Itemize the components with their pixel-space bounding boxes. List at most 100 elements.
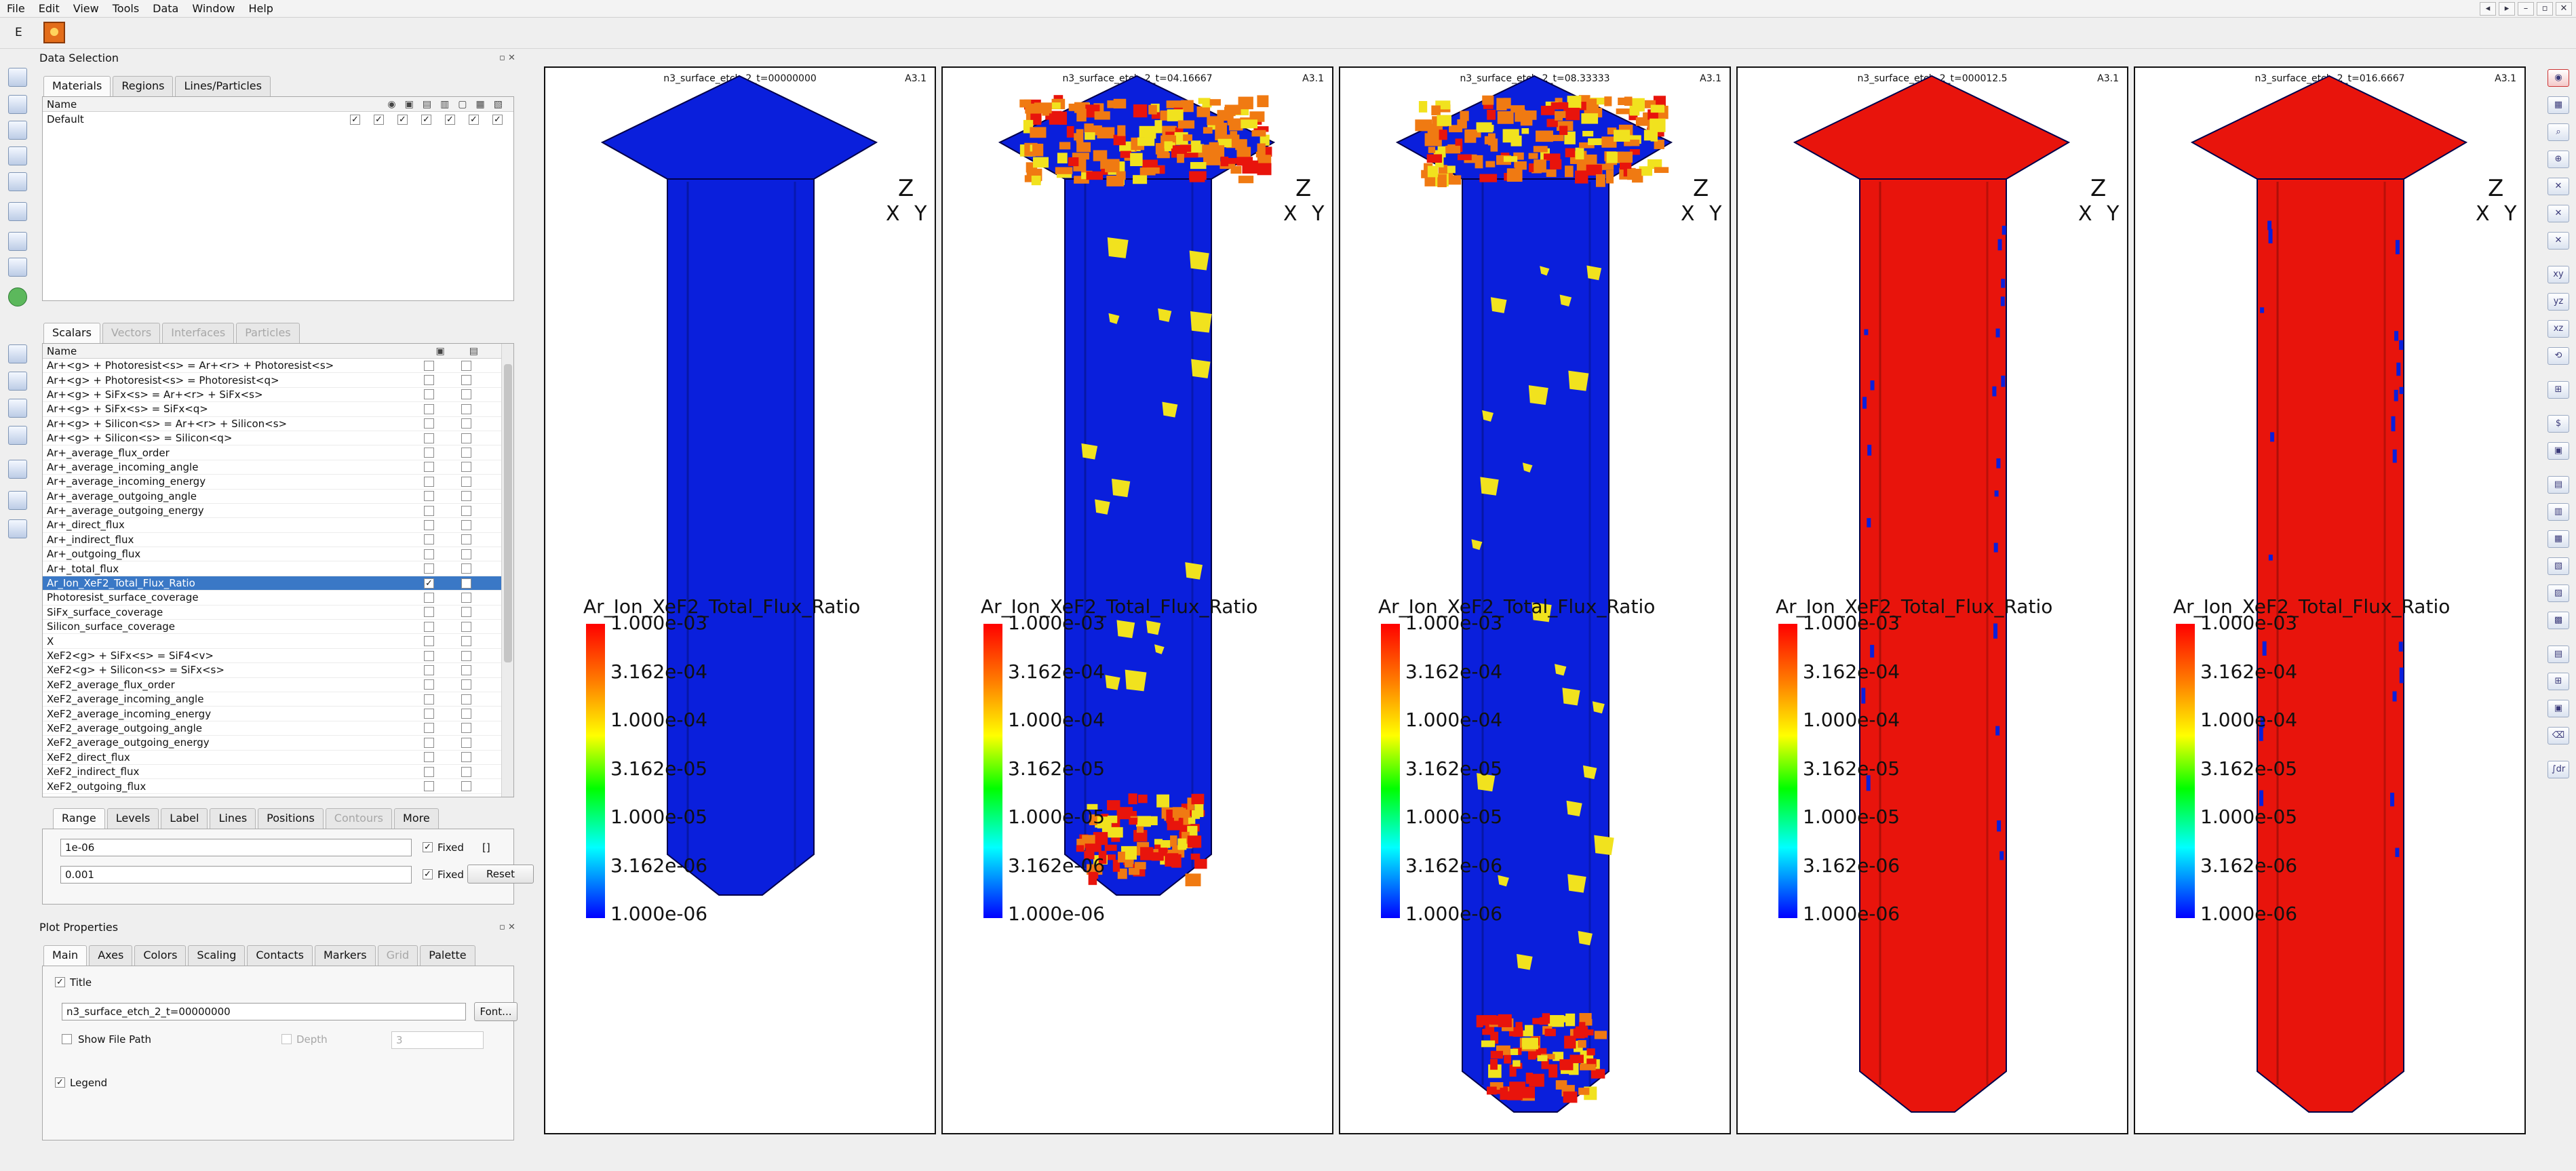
filter-icon[interactable]: ▥ [440,98,450,110]
scalar-mesh-checkbox[interactable] [461,578,471,589]
tab-more[interactable]: More [394,808,439,829]
tab-contours[interactable]: Contours [325,808,393,829]
box-icon[interactable]: ▢ [458,98,467,110]
scalar-row[interactable]: SiFx_surface_coverage [43,606,501,620]
window-button-3[interactable]: ▫ [2537,2,2553,16]
scalar-row[interactable]: XeF2_average_flux_order [43,678,501,692]
mesh-icon[interactable]: ▤ [469,345,478,357]
scalar-show-checkbox[interactable] [424,752,434,763]
tab-positions[interactable]: Positions [258,808,324,829]
scalar-show-checkbox[interactable] [424,360,434,371]
max-fixed-checkbox[interactable]: ✓ [423,869,433,879]
window-button-2[interactable]: – [2518,2,2534,16]
scalar-show-checkbox[interactable] [424,418,434,429]
plot-viewport[interactable]: n3_surface_etch_2_t=00000000A3.1ZX YAr_I… [544,66,936,1134]
scalar-show-checkbox[interactable] [424,709,434,719]
tab-grid[interactable]: Grid [377,945,418,966]
undo-icon[interactable] [8,287,27,306]
scalar-row[interactable]: Ar_Ion_XeF2_Total_Flux_Ratio ✓ [43,576,501,591]
scalar-row[interactable]: Ar+<g> + SiFx<s> = Ar+<r> + SiFx<s> [43,388,501,403]
scalar-row[interactable]: Ar+<g> + Photoresist<s> = Ar+<r> + Photo… [43,359,501,374]
range-max-input[interactable]: 0.001 [60,866,412,884]
min-fixed-checkbox[interactable]: ✓ [423,842,433,852]
scalar-mesh-checkbox[interactable] [461,476,471,487]
plot-viewport[interactable]: n3_surface_etch_2_t=08.33333A3.1ZX YAr_I… [1339,66,1731,1134]
padlock-icon[interactable]: ▧ [493,98,503,110]
scalar-mesh-checkbox[interactable] [461,563,471,574]
scalar-show-checkbox[interactable] [424,607,434,618]
plot-viewport[interactable]: n3_surface_etch_2_t=016.6667A3.1ZX YAr_I… [2134,66,2526,1134]
view-tool-icon[interactable]: $ [2548,415,2569,433]
scalar-show-checkbox[interactable] [424,679,434,690]
view-tool-icon[interactable]: ✕ [2548,205,2569,222]
view-tool-icon[interactable]: ◉ [2548,69,2569,87]
menu-view[interactable]: View [73,1,99,15]
scalar-mesh-checkbox[interactable] [461,592,471,603]
view-tool-icon[interactable]: ✕ [2548,232,2569,250]
scalar-row[interactable]: Ar+<g> + Silicon<s> = Silicon<q> [43,431,501,446]
material-visibility-checkbox[interactable]: ✓ [421,114,431,125]
scalar-row[interactable]: XeF2_average_outgoing_angle [43,721,501,736]
scalar-row[interactable]: XeF2_average_outgoing_energy [43,736,501,751]
data-icon[interactable] [8,399,27,418]
scalar-mesh-checkbox[interactable] [461,709,471,719]
scalar-show-checkbox[interactable] [424,476,434,487]
scalar-mesh-checkbox[interactable] [461,462,471,473]
scalar-row[interactable]: XeF2<g> + SiFx<s> = SiF4<v> [43,649,501,664]
scalar-row[interactable]: X [43,634,501,649]
material-visibility-checkbox[interactable]: ✓ [492,114,503,125]
view-tool-icon[interactable]: ▥ [2548,503,2569,521]
scalar-mesh-checkbox[interactable] [461,766,471,777]
view-tool-icon[interactable]: ▦ [2548,530,2569,548]
tab-axes[interactable]: Axes [89,945,133,966]
film-strip-icon[interactable] [8,519,27,538]
scalar-mesh-checkbox[interactable] [461,534,471,545]
menu-data[interactable]: Data [153,1,179,15]
data-selection-float-buttons[interactable]: ▫ ✕ [499,53,515,63]
scalar-show-checkbox[interactable] [424,491,434,502]
scalar-mesh-checkbox[interactable] [461,737,471,748]
material-visibility-checkbox[interactable]: ✓ [350,114,360,125]
menu-window[interactable]: Window [192,1,235,15]
scalar-show-checkbox[interactable] [424,766,434,777]
menu-edit[interactable]: Edit [38,1,60,15]
scalar-mesh-checkbox[interactable] [461,723,471,734]
scalar-mesh-checkbox[interactable] [461,752,471,763]
font-button[interactable]: Font... [474,1002,518,1021]
scalar-show-checkbox[interactable] [424,534,434,545]
scalar-show-checkbox[interactable] [424,650,434,661]
scalar-show-checkbox[interactable] [424,694,434,704]
color-icon[interactable]: ▦ [475,98,485,110]
app-logo-icon[interactable] [43,22,65,43]
view-tool-icon[interactable]: xz [2548,320,2569,338]
plot-properties-float-buttons[interactable]: ▫ ✕ [499,922,515,932]
tab-interfaces[interactable]: Interfaces [162,323,235,343]
title-checkbox[interactable]: ✓ [55,977,65,987]
scalar-row[interactable]: Ar+_total_flux [43,561,501,576]
scalar-row[interactable]: XeF2_indirect_flux [43,765,501,780]
view-tool-icon[interactable]: ⊞ [2548,381,2569,399]
scalar-mesh-checkbox[interactable] [461,621,471,632]
range-min-input[interactable]: 1e-06 [60,839,412,856]
network-icon[interactable] [8,121,27,140]
view-tool-icon[interactable]: ⌫ [2548,727,2569,745]
scalar-mesh-checkbox[interactable] [461,519,471,530]
plot-title-input[interactable]: n3_surface_etch_2_t=00000000 [62,1003,466,1020]
scalar-show-checkbox[interactable] [424,636,434,647]
scalar-show-checkbox[interactable] [424,549,434,559]
legend-checkbox[interactable]: ✓ [55,1077,65,1088]
view-tool-icon[interactable]: ▦ [2548,96,2569,114]
scalar-row[interactable]: Ar+_indirect_flux [43,533,501,548]
plot-viewport[interactable]: n3_surface_etch_2_t=04.16667A3.1ZX YAr_I… [941,66,1333,1134]
scalar-mesh-checkbox[interactable] [461,694,471,704]
tab-contacts[interactable]: Contacts [247,945,313,966]
material-visibility-checkbox[interactable]: ✓ [445,114,455,125]
tab-regions[interactable]: Regions [113,76,174,96]
tab-materials[interactable]: Materials [43,76,111,96]
tab-colors[interactable]: Colors [134,945,187,966]
export-icon[interactable] [8,146,27,165]
lock-icon[interactable]: ▣ [435,345,445,357]
tab-range[interactable]: Range [53,808,105,829]
view-tool-icon[interactable]: ⟲ [2548,347,2569,365]
open-file-icon[interactable] [8,68,27,87]
